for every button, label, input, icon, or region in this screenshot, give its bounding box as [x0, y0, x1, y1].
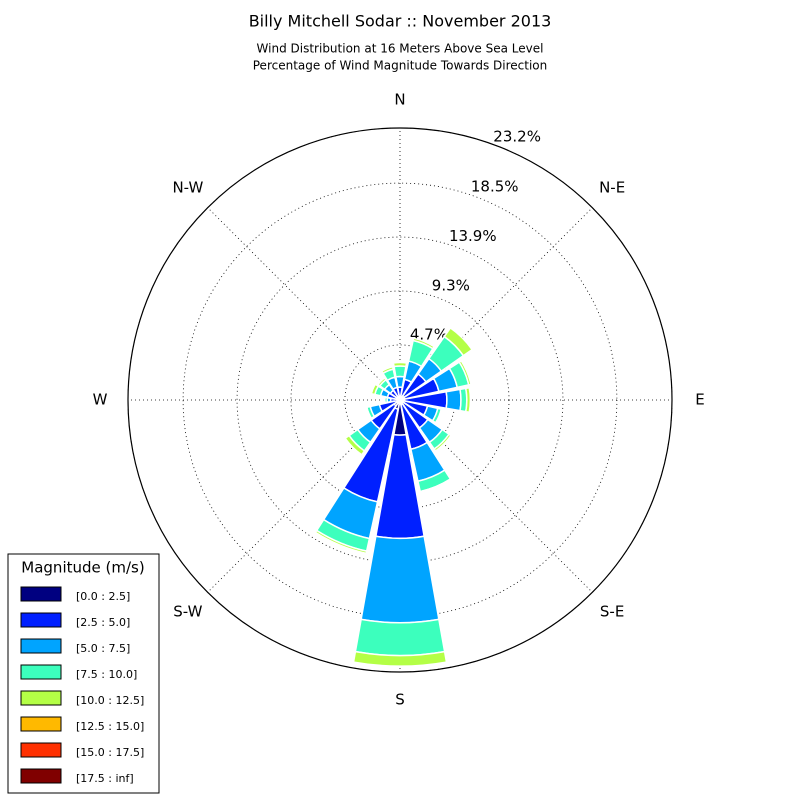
legend-swatch	[20, 742, 62, 758]
chart-title: Billy Mitchell Sodar :: November 2013	[249, 12, 552, 31]
direction-label: S-W	[173, 603, 202, 621]
legend-swatch	[20, 612, 62, 628]
legend-title: Magnitude (m/s)	[21, 559, 144, 577]
direction-label: E	[695, 391, 704, 409]
wedge	[382, 396, 386, 404]
legend-label: [17.5 : inf]	[76, 772, 134, 785]
wedge	[369, 382, 377, 395]
legend-swatch	[20, 716, 62, 732]
wedge	[443, 326, 474, 357]
direction-label: N	[394, 91, 405, 109]
wedge	[431, 407, 443, 424]
radial-tick-label: 18.5%	[471, 178, 519, 196]
legend-label: [0.0 : 2.5]	[76, 590, 130, 603]
wedge	[352, 650, 448, 667]
spoke	[207, 207, 401, 401]
chart-subtitle: Wind Distribution at 16 Meters Above Sea…	[257, 42, 544, 56]
wedge	[380, 365, 395, 375]
wedge	[375, 375, 386, 386]
grid-ring	[236, 236, 564, 564]
frame	[127, 127, 673, 673]
legend-label: [5.0 : 7.5]	[76, 642, 130, 655]
legend-label: [7.5 : 10.0]	[76, 668, 137, 681]
radial-tick-label: 23.2%	[493, 127, 541, 145]
wedge	[344, 434, 366, 456]
legend-swatch	[20, 768, 62, 784]
legend-label: [2.5 : 5.0]	[76, 616, 130, 629]
legend-swatch	[20, 664, 62, 680]
wedge	[354, 618, 446, 657]
wedge	[433, 433, 452, 452]
wedge	[393, 365, 407, 378]
plot: 4.7%9.3%13.9%18.5%23.2%NN-EES-ESS-WWN-W	[93, 91, 705, 709]
direction-label: S-E	[600, 603, 624, 621]
legend: Magnitude (m/s) [0.0 : 2.5] [2.5 : 5.0] [5…	[7, 553, 160, 794]
legend-label: [12.5 : 15.0]	[76, 720, 144, 733]
wedge	[364, 406, 373, 420]
radial-tick-label: 9.3%	[432, 276, 470, 294]
chart-subtitle: Percentage of Wind Magnitude Towards Dir…	[253, 59, 547, 73]
legend-swatch	[20, 586, 62, 602]
radial-tick-label: 13.9%	[449, 227, 497, 245]
wedge	[464, 386, 472, 414]
direction-label: N-W	[172, 178, 203, 196]
spoke	[399, 399, 593, 593]
direction-label: N-E	[599, 178, 625, 196]
legend-label: [15.0 : 17.5]	[76, 746, 144, 759]
grid-ring	[290, 290, 510, 510]
direction-label: S	[395, 691, 405, 709]
legend-swatch	[20, 638, 62, 654]
spoke	[207, 399, 401, 593]
spoke	[399, 207, 593, 401]
wedge	[412, 337, 436, 350]
legend-swatch	[20, 690, 62, 706]
direction-label: W	[93, 391, 108, 409]
wedge	[314, 529, 368, 555]
legend-label: [10.0 : 12.5]	[76, 694, 144, 707]
wedge	[419, 478, 453, 494]
wedge	[392, 361, 408, 368]
wedge	[458, 359, 472, 386]
wedge	[445, 388, 462, 412]
